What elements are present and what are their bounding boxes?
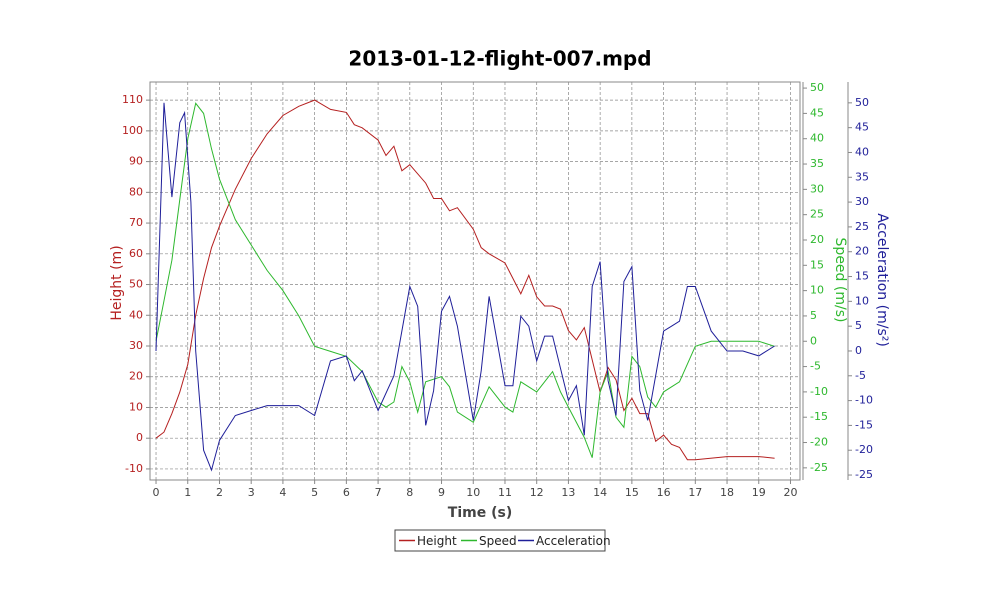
x-axis-label: Time (s) xyxy=(448,505,512,521)
y-tick-label: 20 xyxy=(129,370,143,383)
y3-axis-label: Acceleration (m/s²) xyxy=(874,213,890,347)
y-tick-label: 30 xyxy=(129,339,143,352)
y3-tick-label: 50 xyxy=(855,96,869,109)
x-tick-label: 15 xyxy=(625,486,639,499)
y2-tick-label: -25 xyxy=(810,461,828,474)
legend-box xyxy=(394,529,606,552)
x-tick-label: 11 xyxy=(498,486,512,499)
y-tick-label: 70 xyxy=(129,216,143,229)
x-tick-label: 4 xyxy=(279,486,286,499)
y2-tick-label: -5 xyxy=(810,360,821,373)
x-tick-label: 7 xyxy=(375,486,382,499)
series-line xyxy=(155,102,775,458)
y-tick-label: 110 xyxy=(122,93,143,106)
y2-tick-label: 20 xyxy=(810,233,824,246)
y3-tick-label: 25 xyxy=(855,220,869,233)
y-tick-label: 40 xyxy=(129,308,143,321)
x-tick-label: 6 xyxy=(343,486,350,499)
x-tick-label: 1 xyxy=(184,486,191,499)
x-tick-label: 2 xyxy=(216,486,223,499)
x-tick-label: 18 xyxy=(720,486,734,499)
plot-frame xyxy=(149,81,801,481)
x-tick-label: 8 xyxy=(406,486,413,499)
y-tick-label: 10 xyxy=(129,400,143,413)
y2-tick-label: 0 xyxy=(810,334,817,347)
y-tick-label: -10 xyxy=(125,462,143,475)
y2-tick-label: 25 xyxy=(810,208,824,221)
x-tick-label: 17 xyxy=(688,486,702,499)
y2-tick-label: 40 xyxy=(810,132,824,145)
x-tick-label: 0 xyxy=(153,486,160,499)
y3-tick-label: -15 xyxy=(855,418,873,431)
x-tick-label: 10 xyxy=(466,486,480,499)
y3-tick-label: -10 xyxy=(855,394,873,407)
chart-title: 2013-01-12-flight-007.mpd xyxy=(348,47,651,71)
x-tick-label: 14 xyxy=(593,486,607,499)
y-tick-label: 100 xyxy=(122,124,143,137)
y2-tick-label: 30 xyxy=(810,182,824,195)
y3-tick-label: -20 xyxy=(855,443,873,456)
y-tick-label: 0 xyxy=(136,431,143,444)
y3-tick-label: 35 xyxy=(855,170,869,183)
y-tick-label: 50 xyxy=(129,278,143,291)
y3-tick-label: 30 xyxy=(855,195,869,208)
y3-tick-label: 10 xyxy=(855,294,869,307)
y2-tick-label: 10 xyxy=(810,284,824,297)
y2-tick-label: 35 xyxy=(810,157,824,170)
y2-axis-label: Speed (m/s) xyxy=(832,238,848,323)
y2-tick-label: -15 xyxy=(810,410,828,423)
x-tick-label: 16 xyxy=(657,486,671,499)
y3-tick-label: 0 xyxy=(855,344,862,357)
y3-tick-label: 45 xyxy=(855,121,869,134)
y3-tick-label: 40 xyxy=(855,145,869,158)
x-tick-label: 13 xyxy=(561,486,575,499)
x-tick-label: 20 xyxy=(783,486,797,499)
series-line xyxy=(155,99,775,461)
y-tick-label: 80 xyxy=(129,185,143,198)
legend-label: Acceleration xyxy=(536,534,611,548)
y2-tick-label: 15 xyxy=(810,258,824,271)
y2-tick-label: -10 xyxy=(810,385,828,398)
y2-tick-label: 45 xyxy=(810,106,824,119)
x-tick-label: 9 xyxy=(438,486,445,499)
y3-tick-label: 5 xyxy=(855,319,862,332)
y2-tick-label: -20 xyxy=(810,436,828,449)
x-tick-label: 3 xyxy=(248,486,255,499)
series-line xyxy=(155,102,775,472)
x-tick-label: 5 xyxy=(311,486,318,499)
y-axis-label: Height (m) xyxy=(109,245,125,320)
x-tick-label: 19 xyxy=(752,486,766,499)
y2-tick-label: 5 xyxy=(810,309,817,322)
y-tick-label: 60 xyxy=(129,247,143,260)
y3-tick-label: 20 xyxy=(855,245,869,258)
y-tick-label: 90 xyxy=(129,155,143,168)
y3-tick-label: -5 xyxy=(855,369,866,382)
y2-tick-label: 50 xyxy=(810,81,824,94)
y3-tick-label: 15 xyxy=(855,270,869,283)
legend-label: Height xyxy=(417,534,457,548)
y3-tick-label: -25 xyxy=(855,468,873,481)
legend-label: Speed xyxy=(479,534,517,548)
x-tick-label: 12 xyxy=(530,486,544,499)
